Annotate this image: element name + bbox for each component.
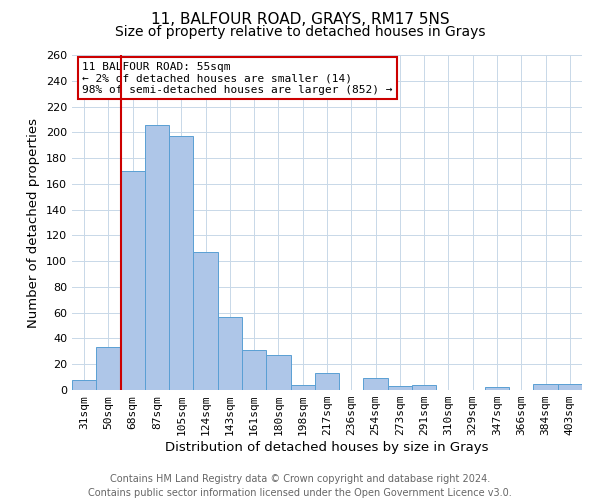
- Text: 11 BALFOUR ROAD: 55sqm
← 2% of detached houses are smaller (14)
98% of semi-deta: 11 BALFOUR ROAD: 55sqm ← 2% of detached …: [82, 62, 392, 95]
- Bar: [485, 388, 509, 390]
- Bar: [266, 355, 290, 390]
- Bar: [169, 136, 193, 390]
- Bar: [121, 171, 145, 390]
- Bar: [290, 385, 315, 390]
- X-axis label: Distribution of detached houses by size in Grays: Distribution of detached houses by size …: [165, 441, 489, 454]
- Bar: [558, 384, 582, 390]
- Y-axis label: Number of detached properties: Number of detached properties: [28, 118, 40, 328]
- Text: Size of property relative to detached houses in Grays: Size of property relative to detached ho…: [115, 25, 485, 39]
- Bar: [242, 350, 266, 390]
- Text: Contains HM Land Registry data © Crown copyright and database right 2024.
Contai: Contains HM Land Registry data © Crown c…: [88, 474, 512, 498]
- Bar: [412, 385, 436, 390]
- Bar: [533, 384, 558, 390]
- Bar: [388, 386, 412, 390]
- Bar: [218, 316, 242, 390]
- Bar: [96, 348, 121, 390]
- Bar: [145, 124, 169, 390]
- Text: 11, BALFOUR ROAD, GRAYS, RM17 5NS: 11, BALFOUR ROAD, GRAYS, RM17 5NS: [151, 12, 449, 28]
- Bar: [72, 380, 96, 390]
- Bar: [193, 252, 218, 390]
- Bar: [315, 373, 339, 390]
- Bar: [364, 378, 388, 390]
